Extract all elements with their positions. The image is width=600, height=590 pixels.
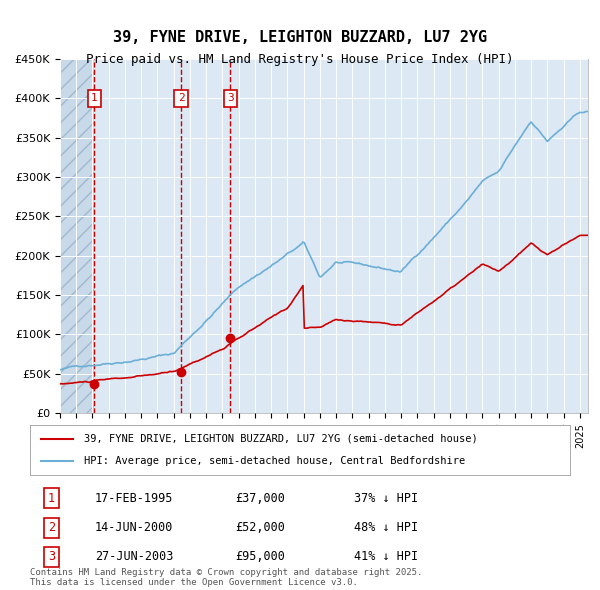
Text: £37,000: £37,000 xyxy=(235,492,285,505)
Text: HPI: Average price, semi-detached house, Central Bedfordshire: HPI: Average price, semi-detached house,… xyxy=(84,456,465,466)
Text: 39, FYNE DRIVE, LEIGHTON BUZZARD, LU7 2YG: 39, FYNE DRIVE, LEIGHTON BUZZARD, LU7 2Y… xyxy=(113,30,487,44)
Text: 37% ↓ HPI: 37% ↓ HPI xyxy=(354,492,418,505)
Text: Contains HM Land Registry data © Crown copyright and database right 2025.
This d: Contains HM Land Registry data © Crown c… xyxy=(30,568,422,587)
Text: 3: 3 xyxy=(48,550,55,563)
Bar xyxy=(60,59,94,413)
Text: 3: 3 xyxy=(227,93,234,103)
Text: 1: 1 xyxy=(48,492,55,505)
Text: 48% ↓ HPI: 48% ↓ HPI xyxy=(354,521,418,534)
Text: 39, FYNE DRIVE, LEIGHTON BUZZARD, LU7 2YG (semi-detached house): 39, FYNE DRIVE, LEIGHTON BUZZARD, LU7 2Y… xyxy=(84,434,478,444)
Text: 1: 1 xyxy=(91,93,98,103)
Text: £95,000: £95,000 xyxy=(235,550,285,563)
Text: £52,000: £52,000 xyxy=(235,521,285,534)
Text: 2: 2 xyxy=(48,521,55,534)
Text: 2: 2 xyxy=(178,93,184,103)
Text: Price paid vs. HM Land Registry's House Price Index (HPI): Price paid vs. HM Land Registry's House … xyxy=(86,53,514,66)
Text: 27-JUN-2003: 27-JUN-2003 xyxy=(95,550,173,563)
Text: 41% ↓ HPI: 41% ↓ HPI xyxy=(354,550,418,563)
Text: 14-JUN-2000: 14-JUN-2000 xyxy=(95,521,173,534)
Text: 17-FEB-1995: 17-FEB-1995 xyxy=(95,492,173,505)
